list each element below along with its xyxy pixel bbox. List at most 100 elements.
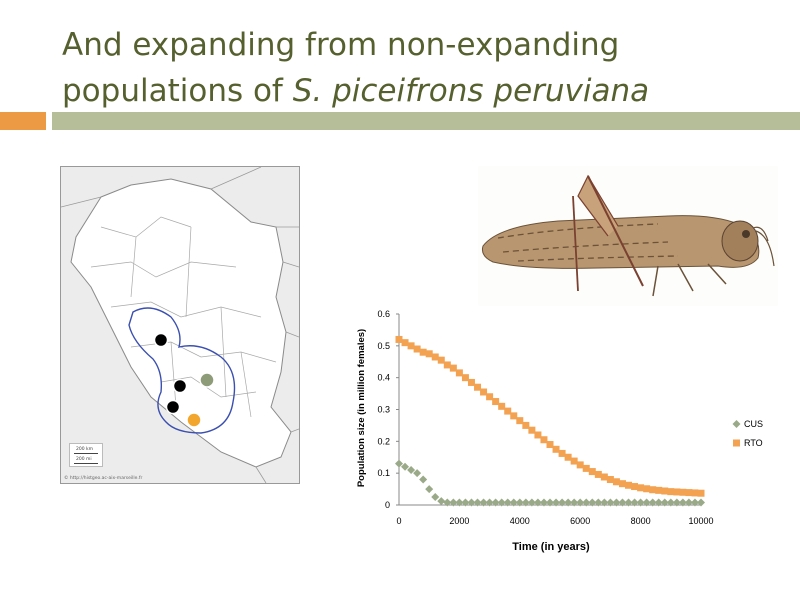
data-point-cus [690,498,699,507]
accent-bar-orange [0,112,46,130]
title-species-name: S. piceifrons peruviana [292,73,650,109]
data-point-rto [449,364,457,372]
scale-mi-line [74,463,98,464]
data-point-cus [395,459,403,468]
scale-mi-label: 200 mi [76,457,92,462]
data-point-cus [425,485,434,494]
data-point-cus [521,498,530,507]
data-point-rto [498,402,506,410]
data-point-cus [660,498,669,507]
y-tick-label: 0.4 [377,373,390,383]
data-point-rto [679,488,687,496]
data-point-rto [528,426,536,434]
data-point-rto [606,476,614,484]
data-point-cus [413,469,422,478]
x-tick-label: 0 [396,516,401,526]
y-tick-label: 0.1 [377,468,390,478]
data-point-rto [474,383,482,391]
grasshopper-hind-leg-2 [572,195,579,292]
sample-point-4 [165,399,181,415]
data-point-cus [443,498,452,507]
grasshopper-hind-femur [577,174,619,237]
map-credit: © http://histgeo.ac-aix-marseille.fr [64,476,143,481]
data-point-cus [546,498,554,507]
data-point-cus [612,498,621,507]
data-point-cus [642,498,651,507]
data-point-cus [672,498,681,507]
data-point-cus [497,498,506,507]
data-point-cus [606,498,615,507]
grasshopper-illustration [482,174,775,297]
data-point-cus [697,498,705,507]
data-point-rto [419,348,427,356]
legend-marker-rto [733,439,740,447]
data-point-cus [509,498,518,507]
peru-map-drawing [60,166,300,484]
sample-point-2 [199,372,215,388]
x-axis-label: Time (in years) [512,541,590,553]
data-point-cus [467,498,476,507]
data-point-cus [666,498,675,507]
data-point-rto [685,489,693,497]
legend-label-cus: CUS [744,419,763,429]
data-point-cus [558,498,567,507]
data-point-rto [600,473,608,481]
data-point-cus [407,465,416,474]
data-point-cus [654,498,663,507]
data-point-cus [576,498,585,507]
data-point-rto [407,342,415,350]
data-point-cus [485,498,494,507]
data-point-rto [522,421,530,429]
data-point-rto [691,489,699,497]
y-tick-label: 0.6 [377,309,390,319]
data-point-rto [655,486,663,494]
scale-km-label: 200 km [76,447,94,452]
data-point-cus [624,498,633,507]
x-tick-label: 2000 [449,516,469,526]
grasshopper-hind-tibia [587,175,644,287]
data-point-cus [431,493,440,502]
data-point-cus [491,498,500,507]
wing-markings [497,223,679,262]
data-point-cus [630,498,639,507]
legend-label-rto: RTO [744,438,763,448]
data-point-rto [576,461,584,469]
peru-map: 200 km 200 mi © http://histgeo.ac-aix-ma… [60,166,300,484]
grasshopper-antennae [752,226,775,267]
data-point-cus [684,498,693,507]
y-tick-labels: 0 0.1 0.2 0.3 0.4 0.5 0.6 [377,309,390,510]
data-point-cus [449,498,458,507]
data-point-cus [479,498,488,507]
data-point-rto [486,393,494,401]
data-point-rto [570,457,578,465]
data-point-rto [546,441,554,449]
data-point-cus [473,498,482,507]
data-point-cus [570,498,579,507]
data-point-cus [437,497,446,506]
map-scale-box: 200 km 200 mi [69,443,103,467]
x-tick-label: 8000 [631,516,651,526]
data-point-rto [395,335,403,343]
accent-bar-green [52,112,800,130]
data-point-rto [582,464,590,472]
slide-title: And expanding from non-expanding populat… [62,22,762,114]
y-axis-label: Population size (in million females) [356,329,367,487]
data-point-rto [637,484,645,492]
data-point-rto [534,431,542,439]
data-point-cus [455,498,464,507]
data-point-rto [437,356,445,364]
data-point-cus [401,462,410,471]
sample-point-3 [172,378,188,394]
data-point-rto [461,374,469,382]
data-point-rto [625,481,633,489]
data-point-cus [419,475,428,484]
data-point-rto [552,445,560,453]
grasshopper-photo [478,166,778,306]
grasshopper-head [721,220,759,262]
data-point-rto [667,488,675,496]
data-point-rto [431,353,439,361]
data-point-cus [636,498,645,507]
data-point-rto [516,417,524,425]
data-point-rto [510,412,518,420]
y-tick-label: 0.2 [377,436,390,446]
